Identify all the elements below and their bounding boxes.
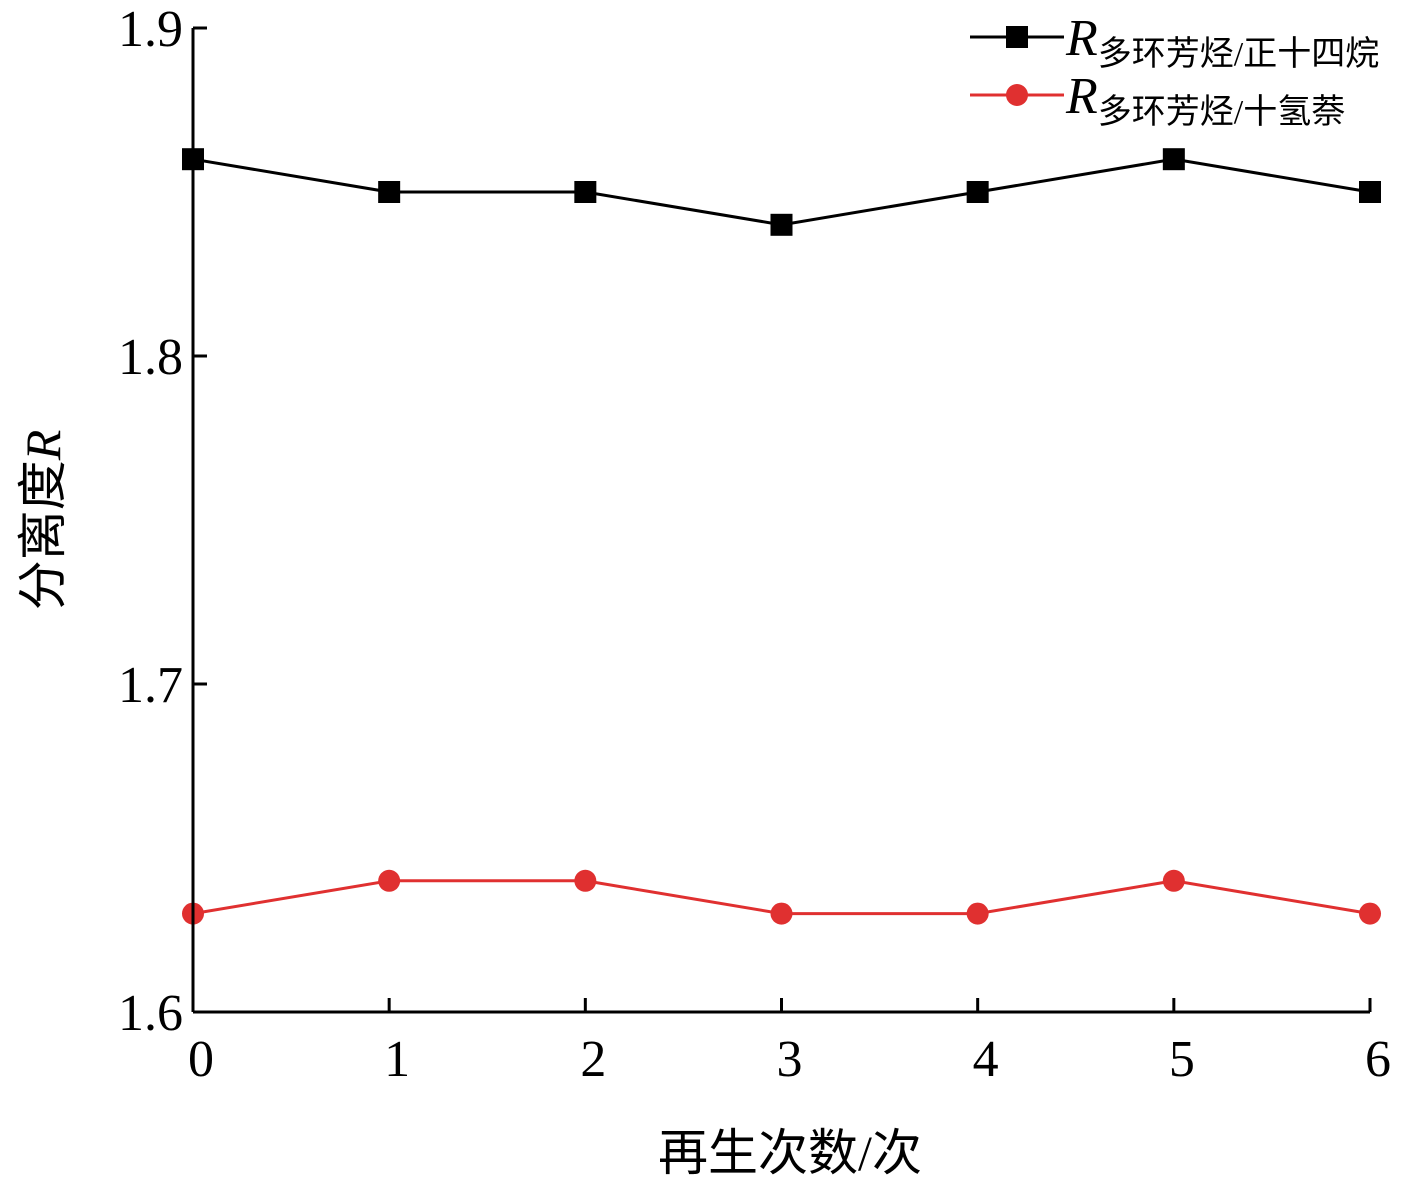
series-1-point-4 [966,902,989,925]
legend-label-1: R多环芳烃/十氢萘 [1065,68,1345,131]
x-tick-label-4: 4 [973,1031,999,1088]
y-tick-label-1: 1.7 [118,657,183,714]
series-0-point-2 [574,181,597,203]
x-tick-label-5: 5 [1169,1031,1195,1088]
y-axis-title: 分离度R [15,430,71,611]
series-0-point-5 [1162,148,1185,171]
series-1-point-5 [1162,869,1185,892]
series-1-point-2 [574,869,597,892]
legend: R多环芳烃/正十四烷 R多环芳烃/十氢萘 [970,10,1379,131]
x-tick-label-0: 0 [188,1031,214,1088]
x-tick-label-6: 6 [1365,1031,1391,1088]
legend-label-1-sub: 多环芳烃/十氢萘 [1098,93,1345,131]
legend-label-1-main: R [1065,68,1098,125]
y-tick-label-0: 1.6 [118,985,183,1042]
y-tick-label-2: 1.8 [118,329,183,386]
series-1-point-6 [1359,902,1381,925]
legend-label-0: R多环芳烃/正十四烷 [1065,10,1379,73]
x-tick-label-2: 2 [580,1031,606,1088]
plot-area [182,148,1381,925]
series-0-point-6 [1359,181,1381,203]
legend-label-0-sub: 多环芳烃/正十四烷 [1098,35,1379,73]
legend-label-0-main: R [1065,10,1098,67]
x-tick-label-1: 1 [384,1031,410,1088]
ticks: 0 1 2 3 4 5 6 1.6 1.7 1.8 1.9 [118,1,1391,1088]
x-tick-label-3: 3 [777,1031,803,1088]
legend-marker-0 [1006,26,1028,48]
y-axis-title-symbol: R [15,430,71,462]
legend-marker-1 [1006,84,1028,106]
series-1-point-3 [770,902,793,925]
series-0-point-3 [770,213,793,236]
legend-entry-0: R多环芳烃/正十四烷 [970,10,1379,73]
y-tick-label-3: 1.9 [118,1,183,58]
series-1-point-1 [378,869,401,892]
series-0-point-1 [378,181,401,203]
x-axis-title: 再生次数/次 [658,1125,922,1181]
y-axis-title-text: 分离度 [15,460,71,610]
legend-entry-1: R多环芳烃/十氢萘 [970,68,1345,131]
series-0-point-4 [966,181,989,203]
